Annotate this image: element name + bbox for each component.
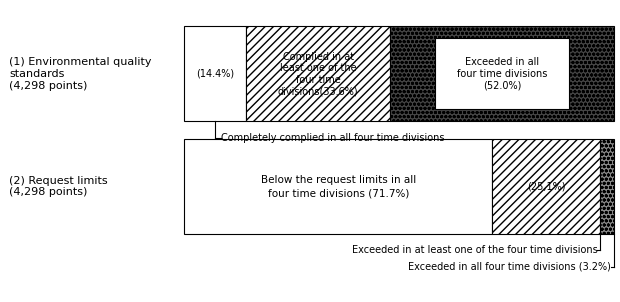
Text: (25,1%): (25,1%) — [527, 182, 565, 191]
Bar — [184, 27, 246, 121]
Bar — [600, 139, 614, 234]
Text: Exceeded in all four time divisions (3.2%): Exceeded in all four time divisions (3.2… — [408, 262, 611, 271]
Text: Below the request limits in all
four time divisions (71.7%): Below the request limits in all four tim… — [260, 175, 416, 198]
Bar — [391, 27, 614, 121]
Text: Completely complied in all four time divisions: Completely complied in all four time div… — [221, 133, 445, 143]
Bar — [184, 139, 492, 234]
Text: (2) Request limits
(4,298 points): (2) Request limits (4,298 points) — [9, 176, 107, 198]
Text: Exceeded in all
four time divisions
(52.0%): Exceeded in all four time divisions (52.… — [457, 57, 547, 91]
Text: (14.4%): (14.4%) — [196, 69, 234, 79]
Bar — [492, 139, 600, 234]
Text: (1) Environmental quality
standards
(4,298 points): (1) Environmental quality standards (4,2… — [9, 57, 151, 91]
Text: Exceeded in at least one of the four time divisions: Exceeded in at least one of the four tim… — [352, 245, 597, 255]
Bar — [435, 38, 569, 110]
Text: Complied in at
least one of the
four time
divisions(33.6%): Complied in at least one of the four tim… — [278, 52, 358, 96]
Bar — [246, 27, 391, 121]
